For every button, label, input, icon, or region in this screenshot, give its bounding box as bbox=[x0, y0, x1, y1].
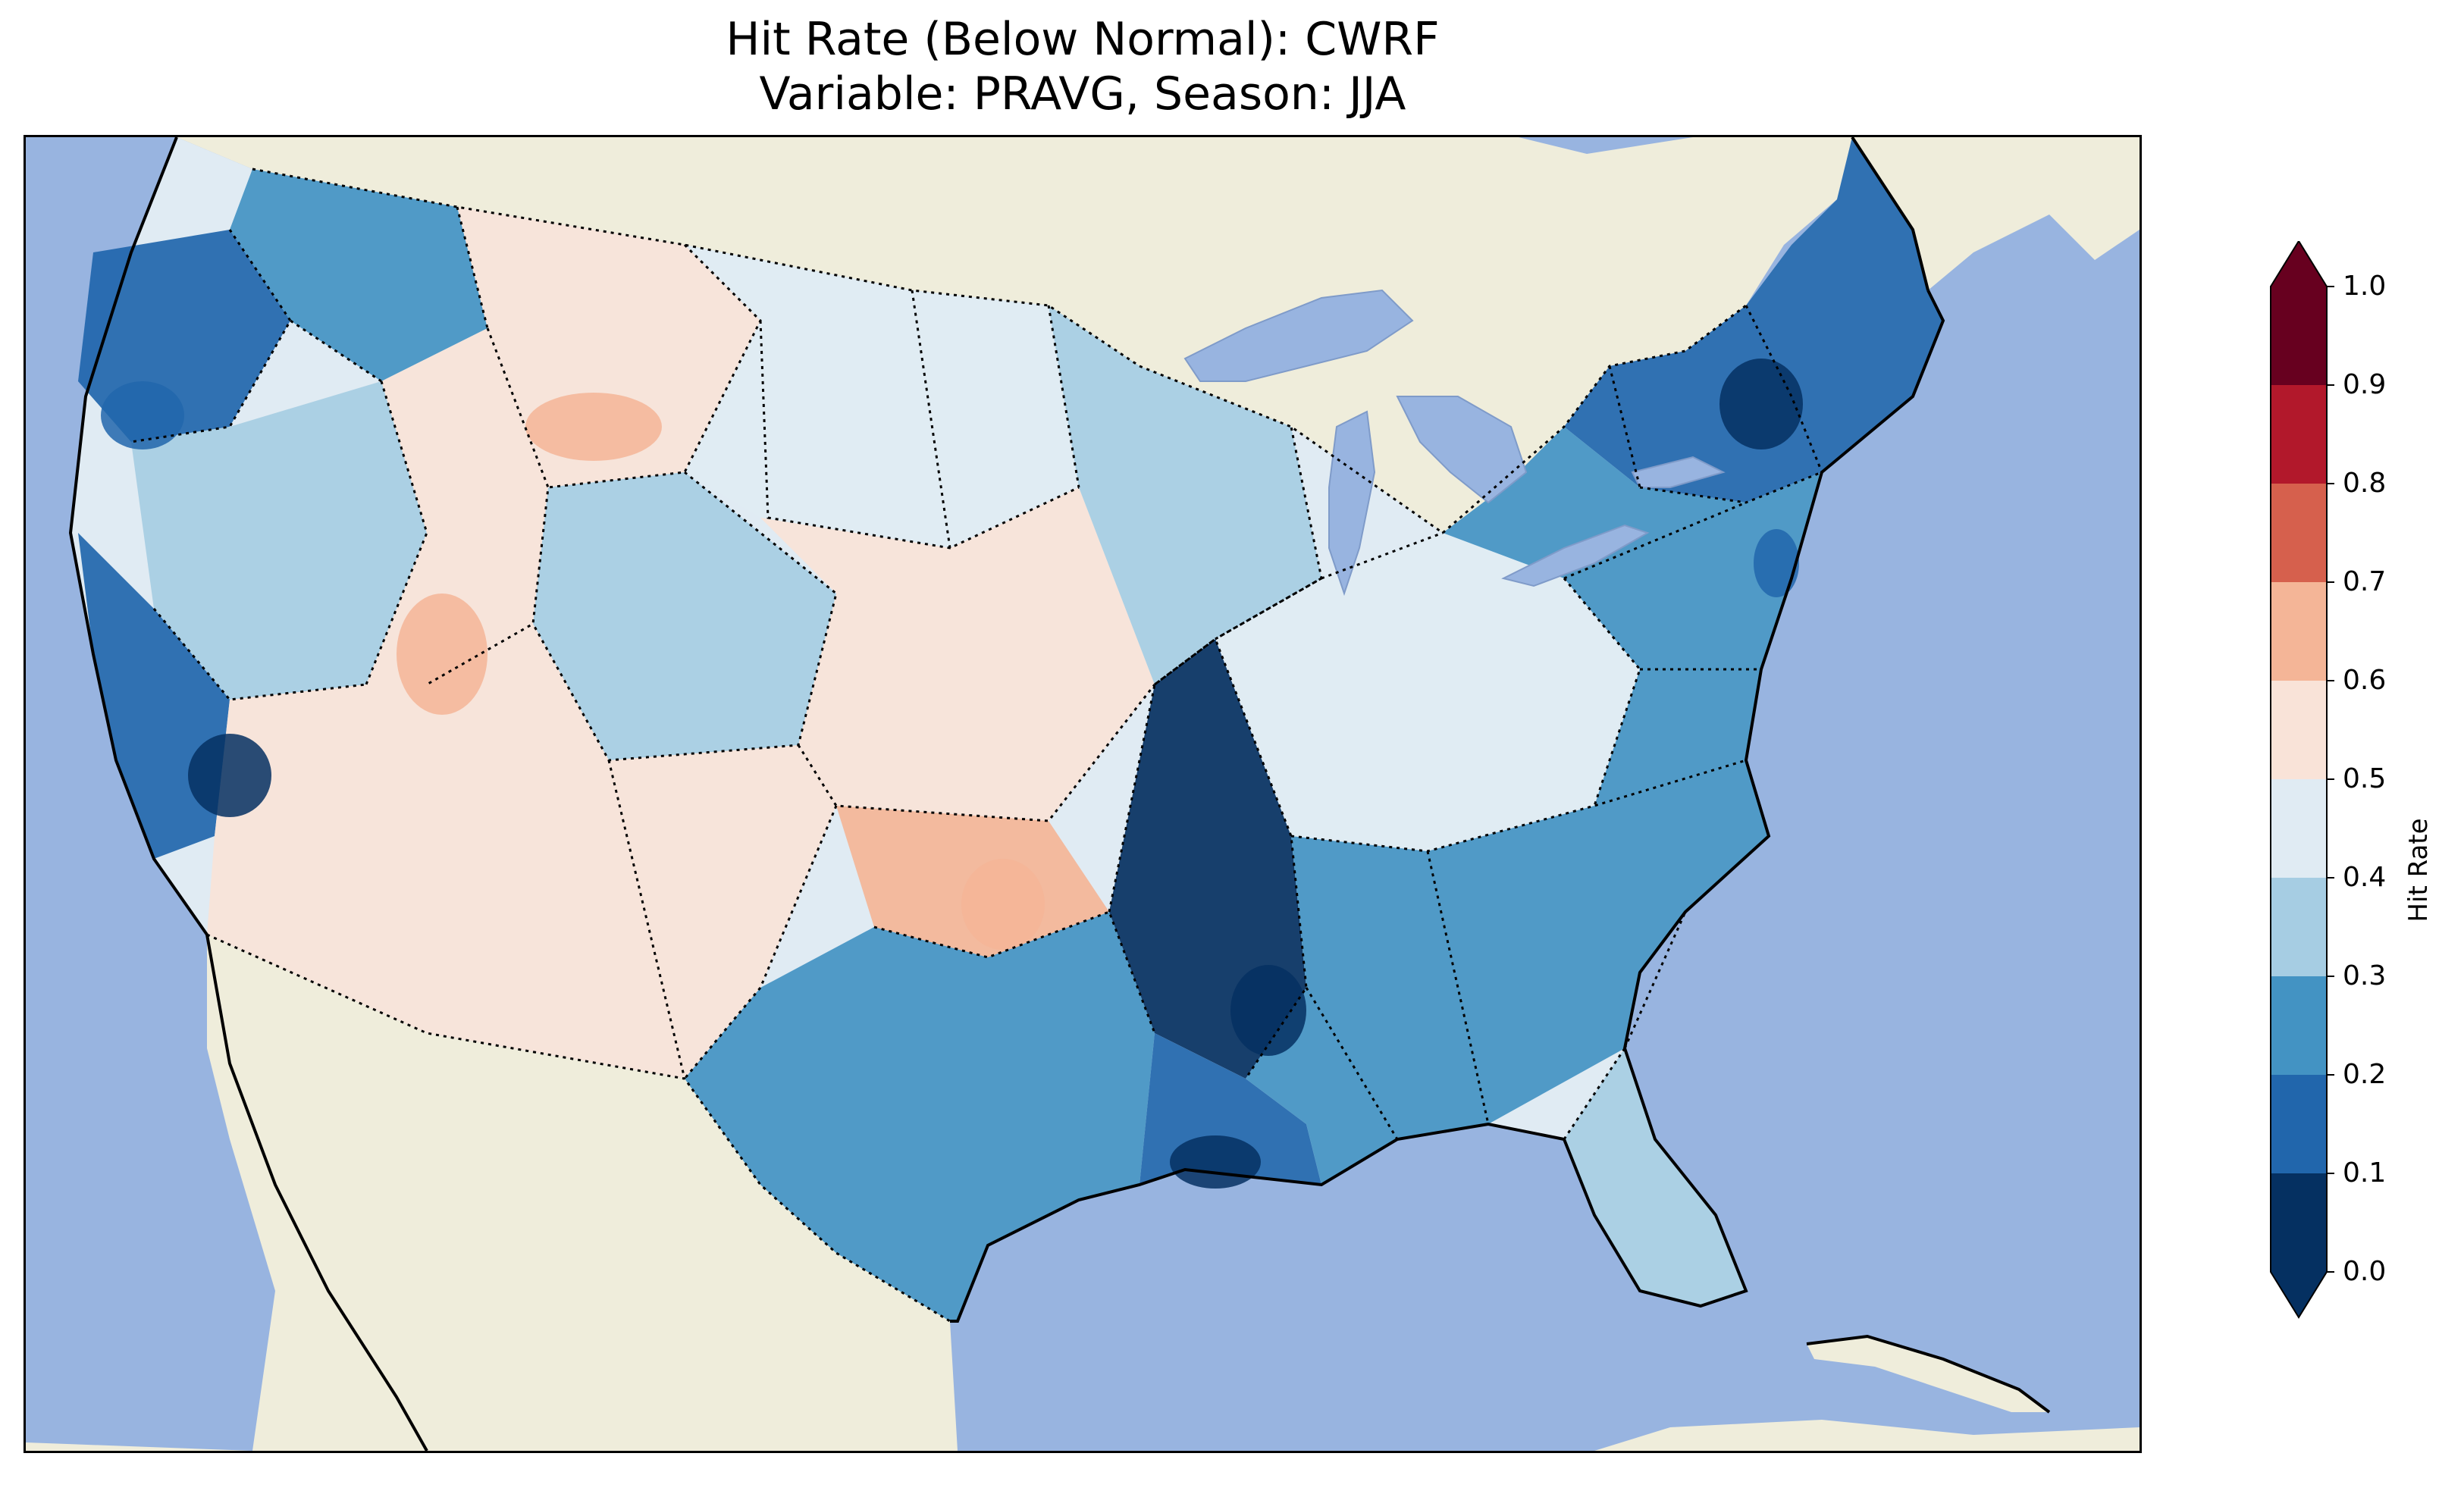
region-upper-midwest bbox=[1049, 305, 1321, 684]
colorbar-tick-label: 0.3 bbox=[2343, 960, 2387, 991]
hotspot-newyork-low bbox=[1719, 359, 1803, 449]
colorbar-segment bbox=[2271, 385, 2327, 484]
colorbar-tick-label: 0.1 bbox=[2343, 1157, 2387, 1189]
hotspot-montana-high bbox=[525, 393, 662, 461]
hotspot-mississippi-low bbox=[1230, 965, 1306, 1056]
colorbar bbox=[2270, 241, 2334, 1319]
maritime-land bbox=[1852, 137, 2140, 290]
hotspot-louisiana-low bbox=[1170, 1135, 1261, 1189]
colorbar-tick-label: 0.7 bbox=[2343, 566, 2387, 597]
map-canvas bbox=[26, 137, 2140, 1451]
colorbar-extend-max bbox=[2271, 241, 2327, 287]
cuba-land bbox=[1807, 1336, 2049, 1412]
hotspot-oregon-low bbox=[101, 381, 184, 449]
colorbar-tick-label: 0.0 bbox=[2343, 1256, 2387, 1287]
colorbar-tick-label: 1.0 bbox=[2343, 271, 2387, 302]
colorbar-tick-label: 0.6 bbox=[2343, 665, 2387, 696]
region-southeast bbox=[1246, 760, 1769, 1185]
region-florida bbox=[1564, 1048, 1746, 1306]
region-colorado bbox=[533, 472, 836, 760]
colorbar-tick-label: 0.2 bbox=[2343, 1059, 2387, 1090]
region-texas bbox=[685, 912, 1155, 1321]
lake-huron bbox=[1396, 396, 1528, 504]
hotspot-utah-high bbox=[397, 594, 487, 715]
great-lakes bbox=[1183, 289, 1726, 597]
region-ohio-valley bbox=[1215, 533, 1640, 851]
south-coast-land bbox=[1594, 1420, 2140, 1451]
coastlines bbox=[68, 137, 2051, 1451]
region-northern-rockies bbox=[230, 169, 487, 381]
region-southwest bbox=[207, 624, 836, 1079]
map-subtitle: Variable: PRAVG, Season: JJA bbox=[759, 67, 1406, 121]
colorbar-tick-label: 0.9 bbox=[2343, 369, 2387, 400]
region-northern-plains bbox=[685, 245, 1079, 548]
colorbar-tick-label: 0.4 bbox=[2343, 862, 2387, 893]
colorbar-tick-label: 0.8 bbox=[2343, 468, 2387, 499]
colorbar-segment bbox=[2271, 582, 2327, 681]
hotspot-california-low bbox=[188, 734, 271, 817]
colorbar-segment bbox=[2271, 681, 2327, 779]
map-title: Hit Rate (Below Normal): CWRF bbox=[726, 13, 1440, 66]
baja-land bbox=[207, 935, 457, 1451]
hit-rate-regions bbox=[78, 137, 1943, 1321]
hotspot-oklahoma-high bbox=[961, 859, 1045, 950]
colorbar-label: Hit Rate bbox=[2403, 818, 2434, 922]
colorbar-tick-label: 0.5 bbox=[2343, 763, 2387, 794]
colorbar-segment bbox=[2271, 484, 2327, 582]
country-borders bbox=[206, 168, 1747, 1323]
colorbar-segment bbox=[2271, 1075, 2327, 1173]
lake-michigan bbox=[1328, 410, 1376, 597]
colorbar-segment bbox=[2271, 976, 2327, 1075]
colorbar-segment bbox=[2271, 878, 2327, 976]
state-borders bbox=[130, 206, 1823, 1140]
region-utah bbox=[366, 328, 548, 684]
colorbar-segment bbox=[2271, 287, 2327, 385]
region-mid-atlantic bbox=[1443, 427, 1822, 806]
colorbar-segment bbox=[2271, 779, 2327, 878]
lake-superior bbox=[1183, 289, 1414, 382]
region-central-plains bbox=[760, 487, 1155, 821]
lake-erie bbox=[1501, 524, 1650, 587]
colorbar-extend-min bbox=[2271, 1272, 2327, 1317]
map-panel bbox=[24, 135, 2142, 1453]
hotspot-newjersey-low bbox=[1754, 529, 1799, 597]
region-great-basin bbox=[131, 381, 427, 700]
colorbar-segment bbox=[2271, 1173, 2327, 1272]
